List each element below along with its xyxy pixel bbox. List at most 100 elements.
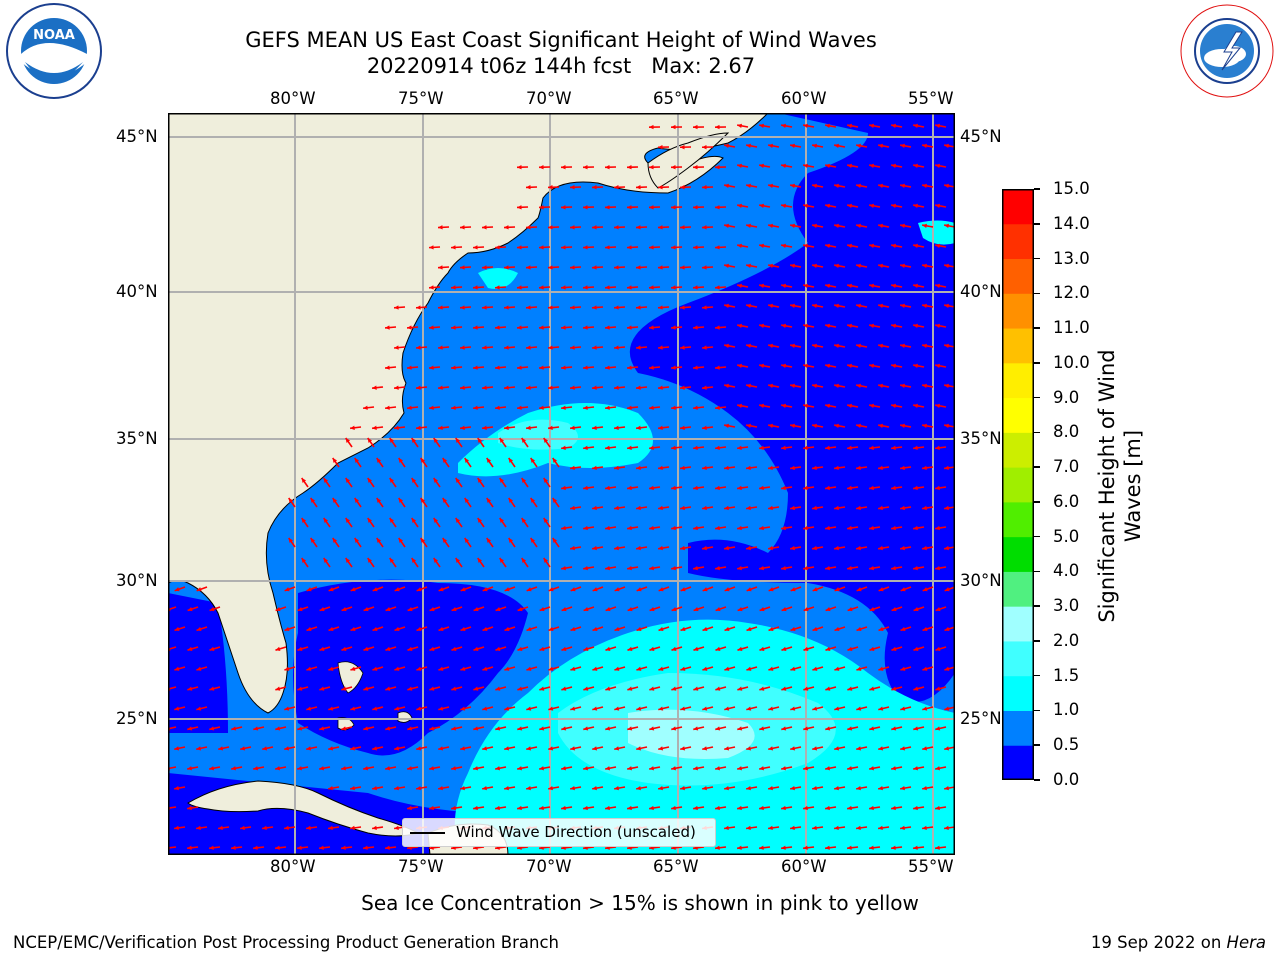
wind-arrow-head (825, 243, 830, 249)
wind-arrow-head (715, 445, 720, 450)
wind-arrow-head (759, 646, 765, 651)
wind-arrow-head (834, 706, 840, 711)
wind-arrow-head (570, 545, 575, 551)
wind-arrow-head (636, 265, 641, 270)
wind-arrow-head (543, 517, 549, 523)
wind-arrow-head (680, 505, 685, 511)
wind-arrow-head (878, 263, 883, 269)
wind-arrow-head (354, 497, 360, 503)
wind-arrow-head (561, 485, 566, 491)
wind-arrow-head (526, 666, 532, 671)
wind-arrow-head (759, 805, 764, 811)
wind-arrow-head (301, 557, 307, 563)
wind-arrow-head (891, 363, 896, 369)
wind-arrow-head (812, 825, 817, 831)
wind-arrow-head (715, 726, 721, 731)
wind-arrow-head (878, 465, 883, 471)
colorbar-cell (1002, 258, 1034, 294)
wind-arrow-head (636, 305, 641, 310)
wind-arrow-head (737, 283, 742, 289)
wind-arrow-head (605, 525, 610, 531)
colorbar-tick-label: 5.0 (1053, 526, 1080, 546)
wind-arrow-head (583, 365, 588, 370)
wind-arrow-head (429, 285, 434, 290)
wind-arrow-head (548, 305, 553, 310)
wind-arrow-head (944, 263, 949, 269)
wind-arrow-head (174, 626, 180, 632)
wind-arrow-head (486, 497, 492, 503)
wind-arrow-head (297, 726, 303, 731)
wind-arrow-head (803, 243, 808, 249)
wind-arrow-head (636, 465, 641, 471)
wind-arrow-head (636, 587, 642, 592)
wind-arrow-head (627, 325, 632, 330)
wind-arrow (168, 686, 177, 690)
wind-arrow-head (856, 183, 861, 189)
wind-arrow-head (526, 706, 532, 711)
wind-arrow-head (825, 203, 830, 209)
wind-arrow-head (394, 305, 399, 310)
wind-arrow-head (834, 626, 840, 632)
wind-arrow-head (812, 626, 818, 632)
wind-arrow-head (834, 505, 839, 511)
wind-arrow-head (416, 385, 421, 390)
wind-arrow-head (768, 465, 773, 471)
wind-arrow-head (350, 425, 355, 430)
wind-arrow-head (715, 285, 720, 290)
wave-region-pale (628, 709, 755, 759)
wind-arrow-head (891, 323, 896, 329)
wind-arrow-head (913, 163, 918, 169)
wind-arrow-head (847, 283, 852, 289)
wind-arrow-head (614, 345, 619, 350)
wind-arrow-head (187, 686, 193, 691)
wind-arrow-head (702, 225, 707, 230)
wind-arrow-head (438, 345, 443, 350)
wind-arrow-head (543, 557, 549, 563)
wind-arrow-head (724, 465, 729, 471)
wind-arrow-head (539, 325, 544, 330)
wind-arrow-head (433, 437, 439, 443)
wind-arrow-head (944, 343, 949, 349)
wind-arrow-head (790, 343, 795, 349)
colorbar-tick-label: 3.0 (1053, 596, 1080, 616)
wind-arrow-head (482, 626, 488, 632)
wind-arrow-head (759, 686, 765, 691)
footer-host: Hera (1226, 933, 1266, 952)
wind-arrow-head (825, 283, 830, 289)
wind-arrow-head (680, 185, 685, 190)
wind-arrow-head (922, 183, 927, 189)
wind-arrow-head (746, 825, 751, 831)
lon-label-bottom: 80°W (270, 857, 316, 876)
wind-arrow-head (869, 607, 875, 612)
wind-arrow-head (284, 825, 289, 831)
wind-arrow-head (561, 445, 566, 450)
lat-label-left: 45°N (116, 127, 158, 146)
wind-arrow-head (812, 423, 817, 429)
wind-arrow-head (473, 646, 479, 651)
wind-arrow-head (442, 457, 448, 463)
wind-arrow-head (543, 437, 549, 443)
wind-arrow-head (482, 345, 487, 350)
land-north-america (168, 113, 769, 714)
wind-arrow-head (592, 785, 597, 791)
wind-arrow-head (174, 825, 179, 831)
wind-arrow-head (856, 746, 862, 751)
wind-arrow-head (693, 365, 698, 370)
wind-arrow-head (486, 457, 492, 463)
wind-arrow-head (768, 303, 773, 309)
wind-arrow-head (834, 746, 840, 751)
wind-arrow-head (570, 385, 575, 390)
wind-arrow-head (746, 785, 751, 791)
wind-arrow-head (724, 505, 729, 511)
wind-arrow-head (275, 766, 281, 771)
wind-arrow-head (658, 505, 663, 511)
wind-arrow-head (438, 305, 443, 310)
wind-arrow-head (385, 766, 391, 771)
wind-arrow-head (539, 165, 544, 170)
wind-arrow-head (847, 323, 852, 329)
wind-arrow-head (174, 785, 179, 791)
wind-arrow-head (825, 845, 830, 850)
wind-arrow-head (768, 383, 773, 389)
wind-arrow-head (913, 445, 918, 450)
wind-arrow-head (737, 363, 742, 369)
